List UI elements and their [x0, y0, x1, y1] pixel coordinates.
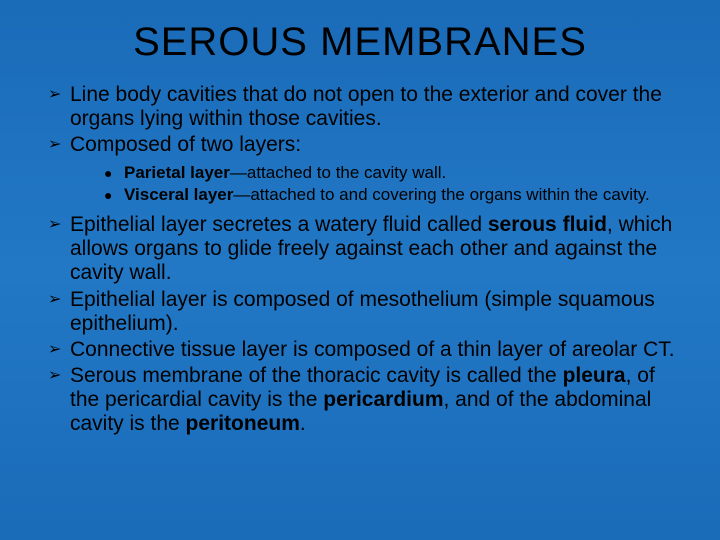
- arrow-icon: ➢: [48, 86, 70, 104]
- bullet-text: Epithelial layer secretes a watery fluid…: [70, 213, 680, 285]
- arrow-icon: ➢: [48, 291, 70, 309]
- slide-title: SEROUS MEMBRANES: [40, 20, 680, 65]
- arrow-icon: ➢: [48, 341, 70, 359]
- arrow-icon: ➢: [48, 367, 70, 385]
- arrow-icon: ➢: [48, 216, 70, 234]
- list-item: ➢ Serous membrane of the thoracic cavity…: [48, 364, 680, 436]
- bullet-text: Connective tissue layer is composed of a…: [70, 338, 680, 362]
- bullet-text: Composed of two layers:: [70, 133, 680, 157]
- list-item: ➢ Composed of two layers:: [48, 133, 680, 157]
- bold-term: pericardium: [323, 388, 443, 411]
- sub-bullet-text: Parietal layer—attached to the cavity wa…: [124, 163, 680, 183]
- list-item: ● Visceral layer—attached to and coverin…: [104, 185, 680, 205]
- dot-icon: ●: [104, 165, 124, 182]
- list-item: ➢ Connective tissue layer is composed of…: [48, 338, 680, 362]
- dot-icon: ●: [104, 187, 124, 204]
- sub-bullet-list: ● Parietal layer—attached to the cavity …: [48, 163, 680, 205]
- list-item: ● Parietal layer—attached to the cavity …: [104, 163, 680, 183]
- bullet-list: ➢ Line body cavities that do not open to…: [40, 83, 680, 436]
- bullet-text: Epithelial layer is composed of mesothel…: [70, 288, 680, 336]
- list-item: ➢ Line body cavities that do not open to…: [48, 83, 680, 131]
- bold-term: Parietal layer: [124, 163, 230, 182]
- arrow-icon: ➢: [48, 136, 70, 154]
- text-post: .: [300, 412, 306, 435]
- bold-term: peritoneum: [186, 412, 300, 435]
- bullet-text: Serous membrane of the thoracic cavity i…: [70, 364, 680, 436]
- list-item: ➢ Epithelial layer is composed of mesoth…: [48, 288, 680, 336]
- bold-term: serous fluid: [488, 213, 607, 236]
- sub-rest: —attached to and covering the organs wit…: [233, 185, 649, 204]
- bold-term: pleura: [563, 364, 626, 387]
- bullet-text: Line body cavities that do not open to t…: [70, 83, 680, 131]
- sub-rest: —attached to the cavity wall.: [230, 163, 446, 182]
- slide: SEROUS MEMBRANES ➢ Line body cavities th…: [0, 0, 720, 540]
- sub-bullet-text: Visceral layer—attached to and covering …: [124, 185, 680, 205]
- text-pre: Serous membrane of the thoracic cavity i…: [70, 364, 563, 387]
- bold-term: Visceral layer: [124, 185, 233, 204]
- list-item: ➢ Epithelial layer secretes a watery flu…: [48, 213, 680, 285]
- text-pre: Epithelial layer secretes a watery fluid…: [70, 213, 488, 236]
